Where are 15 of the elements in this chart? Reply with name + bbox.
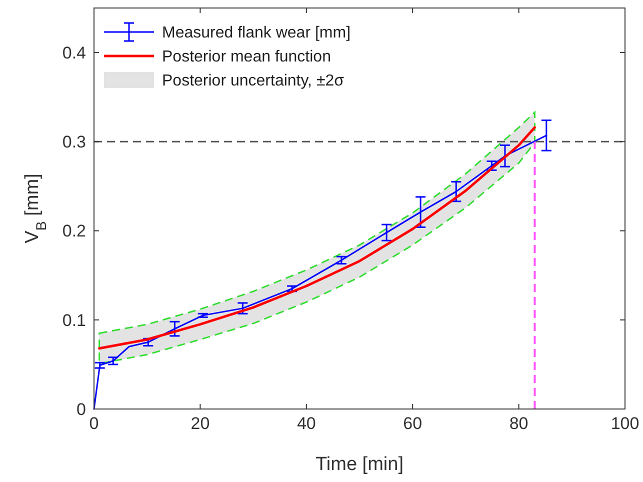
y-tick-label: 0.1 (62, 310, 86, 330)
x-tick-label: 80 (509, 414, 528, 433)
annotation: Posterior uncertainty, ±2σ (162, 72, 344, 90)
legend-label: Posterior mean function (162, 48, 331, 66)
x-tick-label: 40 (296, 414, 316, 433)
y-tick-label: 0.4 (62, 44, 86, 63)
y-tick-label: 0.2 (62, 222, 86, 241)
x-tick-label: 0 (89, 414, 99, 433)
legend-label: Measured flank wear [mm] (162, 24, 351, 42)
x-tick-label: 100 (610, 414, 640, 433)
x-tick-label: 20 (190, 414, 210, 433)
y-tick-label: 0.3 (62, 132, 86, 152)
x-tick-label: 60 (403, 414, 422, 433)
y-tick-label: 0 (76, 400, 86, 419)
x-axis-title: Time [min] (316, 454, 404, 475)
